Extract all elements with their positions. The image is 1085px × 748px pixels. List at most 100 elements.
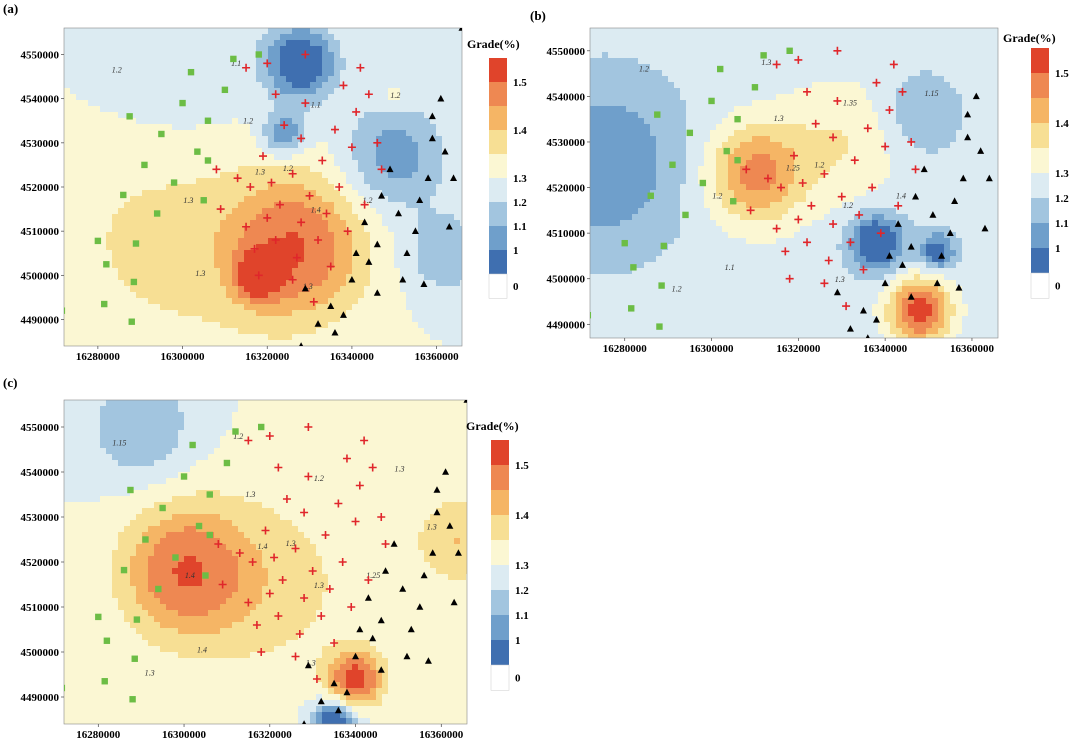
field-cell (232, 232, 239, 239)
field-cell (656, 40, 663, 47)
field-cell (716, 58, 723, 65)
field-cell (250, 64, 257, 71)
field-cell (196, 214, 203, 221)
field-cell (274, 232, 281, 239)
field-cell (76, 208, 83, 215)
field-cell (286, 298, 293, 305)
field-cell (620, 244, 627, 251)
field-cell (424, 250, 431, 257)
field-cell (280, 40, 287, 47)
field-cell (448, 100, 455, 107)
field-cell (370, 208, 377, 215)
field-cell (76, 172, 83, 179)
field-cell (602, 328, 609, 335)
field-cell (644, 154, 651, 161)
field-cell (154, 106, 161, 113)
field-cell (142, 34, 149, 41)
field-cell (602, 184, 609, 191)
field-cell (184, 166, 191, 173)
field-cell (250, 148, 257, 155)
field-cell (614, 172, 621, 179)
field-cell (632, 214, 639, 221)
plus-marker (242, 63, 251, 72)
field-cell (202, 268, 209, 275)
field-cell (406, 28, 413, 35)
field-cell (728, 172, 735, 179)
field-cell (100, 154, 107, 161)
field-cell (118, 250, 125, 257)
field-cell (100, 274, 107, 281)
field-cell (370, 322, 377, 329)
field-cell (442, 250, 449, 257)
field-cell (202, 106, 209, 113)
field-cell (734, 274, 741, 281)
field-cell (76, 280, 83, 287)
field-cell (376, 88, 383, 95)
field-cell (76, 142, 83, 149)
field-cell (286, 268, 293, 275)
field-cell (178, 70, 185, 77)
field-cell (118, 232, 125, 239)
field-cell (214, 280, 221, 287)
field-cell (650, 88, 657, 95)
field-cell (166, 154, 173, 161)
field-cell (184, 322, 191, 329)
field-cell (160, 58, 167, 65)
field-cell (250, 232, 257, 239)
field-cell (340, 124, 347, 131)
field-cell (268, 196, 275, 203)
field-cell (728, 280, 735, 287)
field-cell (686, 262, 693, 269)
field-cell (704, 142, 711, 149)
field-cell (454, 58, 461, 65)
field-cell (148, 58, 155, 65)
field-cell (232, 52, 239, 59)
field-cell (250, 124, 257, 131)
field-cell (704, 178, 711, 185)
field-cell (376, 70, 383, 77)
field-cell (382, 214, 389, 221)
field-cell (346, 328, 353, 335)
field-cell (454, 124, 461, 131)
field-cell (644, 82, 651, 89)
field-cell (644, 232, 651, 239)
field-cell (142, 310, 149, 317)
field-cell (692, 202, 699, 209)
field-cell (82, 232, 89, 239)
field-cell (668, 286, 675, 293)
field-cell (418, 58, 425, 65)
field-cell (190, 88, 197, 95)
field-cell (728, 226, 735, 233)
field-cell (448, 232, 455, 239)
field-cell (322, 226, 329, 233)
field-cell (220, 142, 227, 149)
field-cell (220, 136, 227, 143)
field-cell (64, 268, 71, 275)
field-cell (208, 112, 215, 119)
field-cell (184, 220, 191, 227)
field-cell (94, 28, 101, 35)
field-cell (118, 256, 125, 263)
field-cell (142, 178, 149, 185)
field-cell (298, 214, 305, 221)
field-cell (716, 130, 723, 137)
field-cell (118, 154, 125, 161)
field-cell (76, 124, 83, 131)
field-cell (70, 256, 77, 263)
field-cell (704, 130, 711, 137)
field-cell (680, 124, 687, 131)
field-cell (674, 256, 681, 263)
field-cell (346, 244, 353, 251)
field-cell (376, 40, 383, 47)
field-cell (352, 292, 359, 299)
field-cell (704, 172, 711, 179)
field-cell (608, 130, 615, 137)
field-cell (310, 184, 317, 191)
field-cell (376, 58, 383, 65)
field-cell (608, 160, 615, 167)
field-cell (136, 34, 143, 41)
field-cell (232, 196, 239, 203)
field-cell (172, 166, 179, 173)
field-cell (334, 250, 341, 257)
field-cell (190, 280, 197, 287)
